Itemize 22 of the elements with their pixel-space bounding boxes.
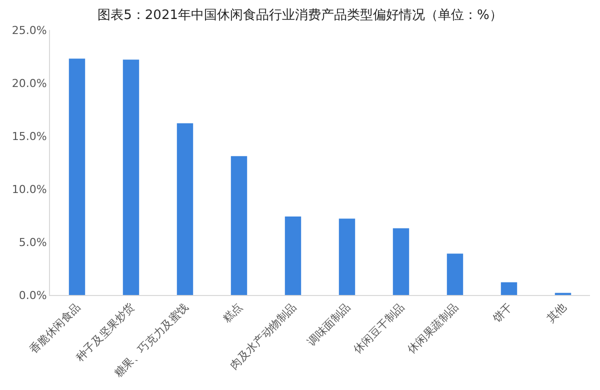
y-tick-label: 15.0%	[12, 130, 47, 143]
x-tick-label: 调味面制品	[304, 300, 354, 349]
x-tick-label: 休闲豆干制品	[351, 300, 408, 356]
bar	[500, 282, 518, 295]
bar	[392, 228, 410, 295]
bar	[176, 123, 194, 295]
bar	[446, 254, 464, 295]
y-tick-label: 10.0%	[12, 182, 47, 196]
bar	[338, 218, 356, 295]
bar	[68, 58, 86, 295]
x-tick-label: 糕点	[220, 300, 246, 326]
y-tick-label: 5.0%	[18, 236, 47, 249]
bar	[284, 216, 302, 295]
y-tick-label: 20.0%	[12, 76, 47, 90]
bar	[230, 156, 248, 295]
x-tick-label: 休闲果蔬制品	[405, 300, 462, 356]
bar	[122, 60, 140, 295]
x-tick-label: 饼干	[490, 300, 516, 326]
y-tick-label: 0.0%	[18, 288, 47, 302]
chart-title: 图表5：2021年中国休闲食品行业消费产品类型偏好情况（单位：%）	[98, 8, 502, 23]
y-tick-label: 25.0%	[12, 24, 47, 37]
x-tick-label: 其他	[544, 300, 570, 326]
